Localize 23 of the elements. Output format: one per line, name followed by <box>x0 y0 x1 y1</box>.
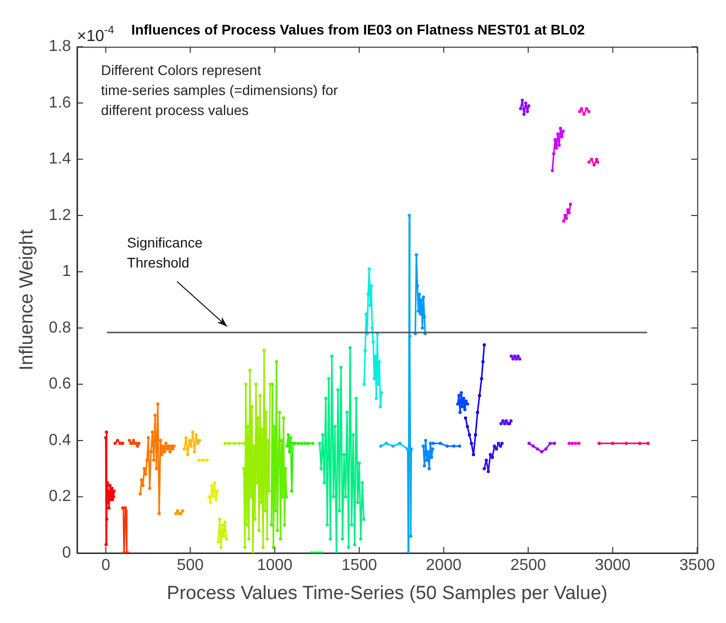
x-tick-label: 2000 <box>426 557 462 574</box>
ref-line-label: Significance Threshold <box>127 234 203 271</box>
x-axis-title: Process Values Time-Series (50 Samples per Value) <box>166 582 608 604</box>
y-tick-label: 0.2 <box>48 488 72 506</box>
y-tick-label: 1 <box>62 263 72 280</box>
x-tick-label: 1500 <box>341 557 378 574</box>
y-axis-title: Influence Weight <box>16 228 38 370</box>
y-tick-label: 0 <box>62 544 72 562</box>
x-tick-label: 3500 <box>679 557 716 574</box>
annotation: Different Colors represent time-series samples (=dimensions) for different process values <box>101 62 338 118</box>
x-tick-label: 500 <box>176 557 204 574</box>
y-tick-label: 0.4 <box>48 432 72 449</box>
y-tick-label: 1.6 <box>48 94 72 112</box>
x-tick-label: 3000 <box>594 557 631 574</box>
y-tick-label: 1.4 <box>48 150 72 168</box>
chart-title: Influences of Process Values from IE03 on Flatness NEST01 at BL02 <box>131 21 586 38</box>
y-tick-label: 0.6 <box>48 376 72 393</box>
y-tick-label: 1.2 <box>48 206 72 224</box>
x-tick-label: 0 <box>101 557 110 574</box>
y-tick-label: 1.8 <box>48 38 72 56</box>
y-tick-label: 0.8 <box>48 319 72 336</box>
x-tick-label: 2500 <box>510 557 546 574</box>
x-tick-label: 1000 <box>256 557 293 574</box>
